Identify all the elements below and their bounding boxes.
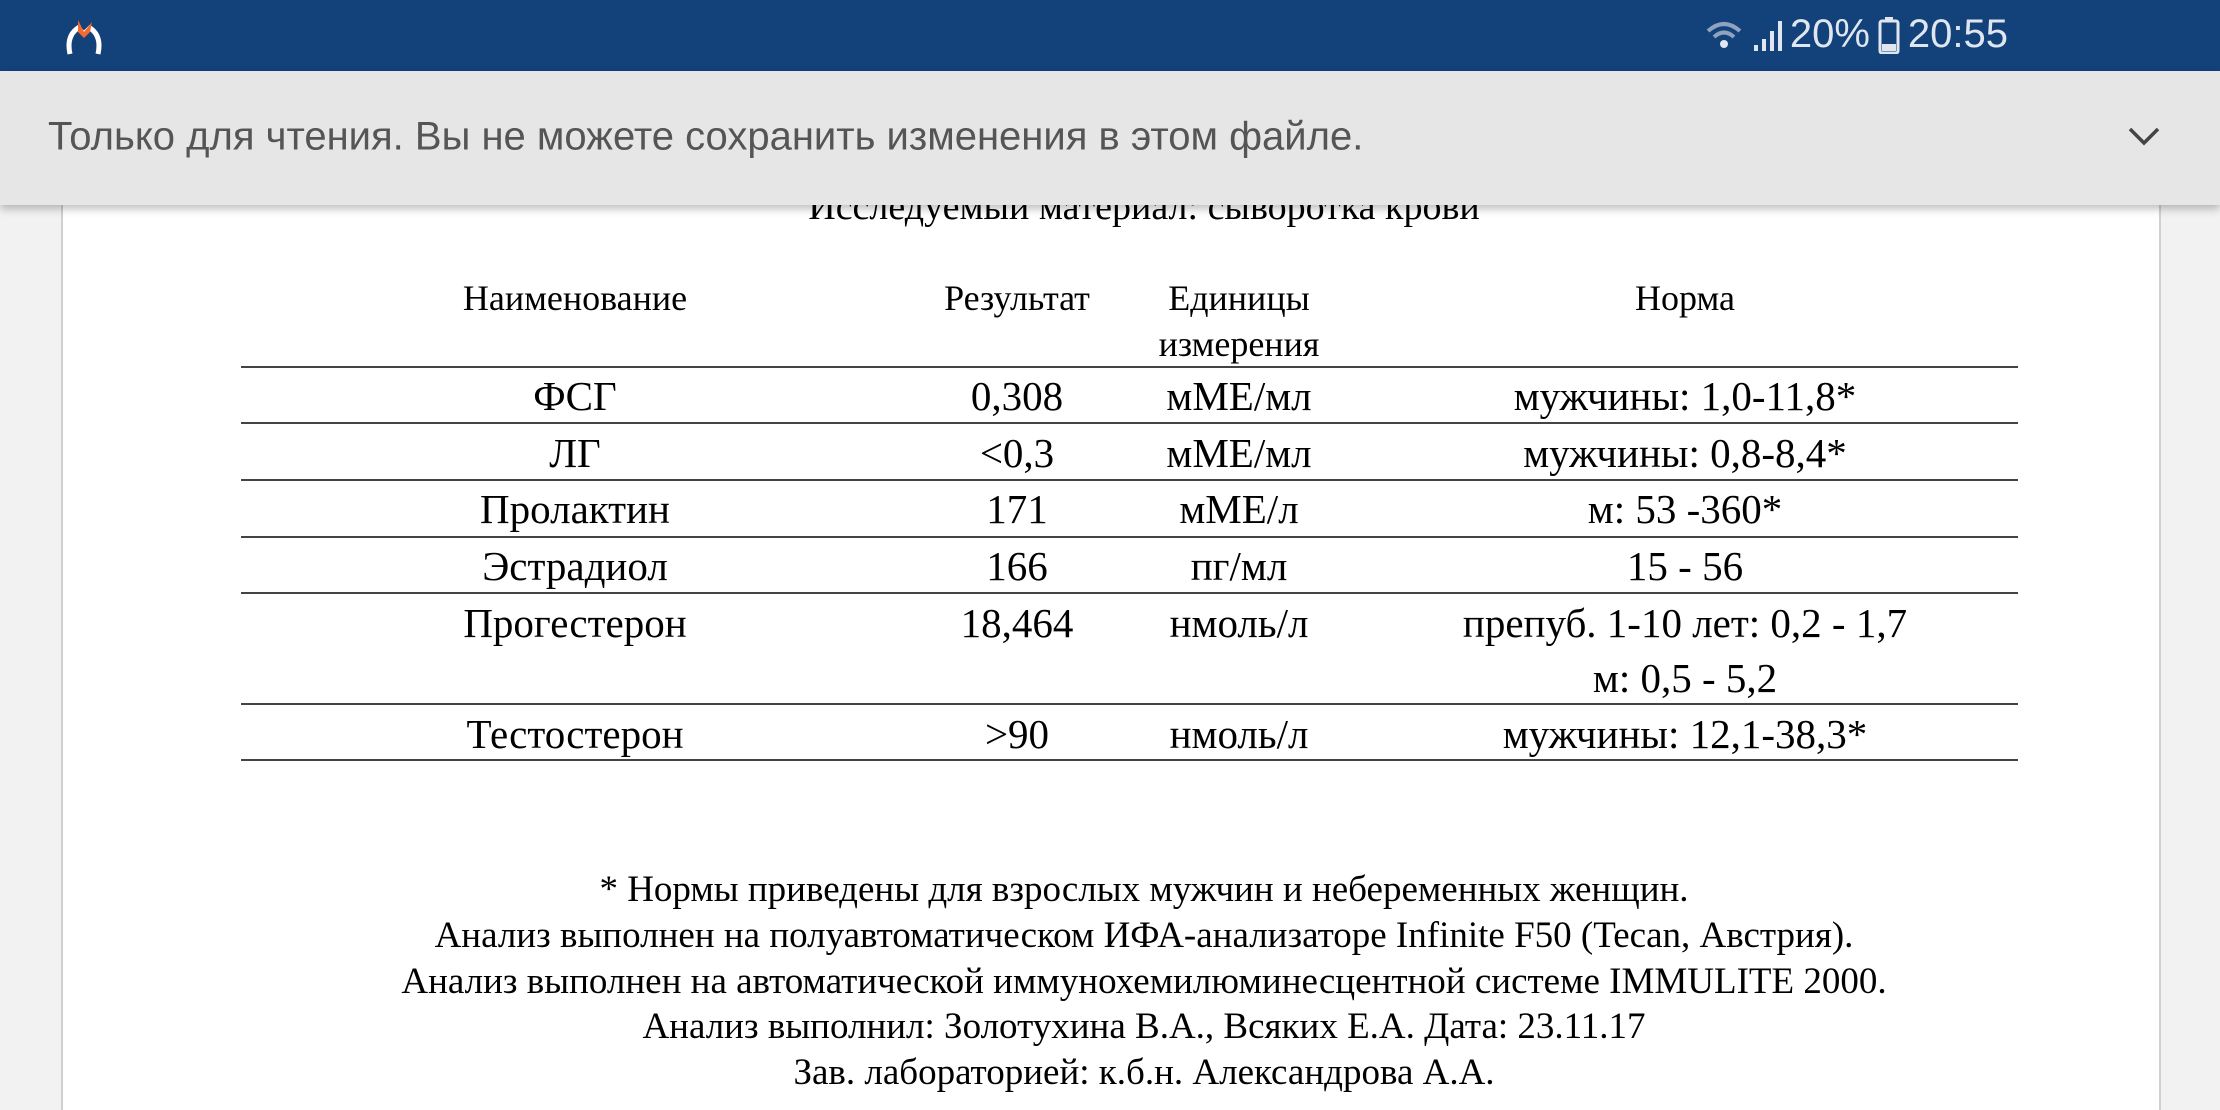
clock: 20:55: [1907, 12, 2008, 56]
row-norm: мужчины: 0,8-8,4*: [1523, 430, 1847, 476]
footnote: Анализ выполнен на полуавтоматическом ИФ…: [434, 915, 1854, 956]
header-result: Результат: [944, 278, 1090, 318]
footnote: Анализ выполнен на автоматической иммуно…: [401, 961, 1887, 1002]
row-unit: нмоль/л: [1169, 600, 1309, 646]
row-unit: пг/мл: [1190, 543, 1288, 589]
header-units: Единицы: [1168, 278, 1310, 318]
row-norm-2: м: 0,5 - 5,2: [1592, 655, 1778, 701]
row-name: ЛГ: [549, 430, 601, 476]
row-name: Эстрадиол: [482, 543, 668, 589]
table-line: [241, 703, 2018, 705]
table-line: [241, 422, 2018, 424]
row-name: ФСГ: [533, 373, 617, 419]
row-norm: 15 - 56: [1626, 543, 1744, 589]
header-units-2: измерения: [1158, 324, 1320, 364]
footnote: Анализ выполнил: Золотухина В.А., Всяких…: [642, 1006, 1646, 1047]
row-result: >90: [984, 711, 1050, 757]
row-unit: мМЕ/мл: [1166, 373, 1312, 419]
table-line: [241, 479, 2018, 481]
document-page: [61, 150, 2161, 1110]
row-norm: мужчины: 12,1-38,3*: [1502, 711, 1868, 757]
row-name: Прогестерон: [463, 600, 687, 646]
table-line: [241, 592, 2018, 594]
status-bar: 20% 20:55: [0, 0, 2220, 71]
row-norm: препуб. 1-10 лет: 0,2 - 1,7: [1462, 600, 1908, 646]
chevron-down-icon[interactable]: [2124, 115, 2164, 155]
row-norm: мужчины: 1,0-11,8*: [1513, 373, 1857, 419]
row-name: Тестостерон: [466, 711, 684, 757]
battery-percent: 20%: [1789, 12, 1870, 56]
header-name: Наименование: [462, 278, 688, 318]
battery-icon: [1878, 16, 1900, 54]
wifi-icon: [1706, 21, 1742, 48]
row-unit: мМЕ/л: [1179, 486, 1299, 532]
row-norm: м: 53 -360*: [1587, 486, 1783, 532]
signal-icon: [1753, 20, 1782, 51]
row-unit: нмоль/л: [1169, 711, 1309, 757]
row-result: <0,3: [979, 430, 1055, 476]
row-name: Пролактин: [480, 486, 670, 532]
footnote: Зав. лабораторией: к.б.н. Александрова А…: [793, 1052, 1495, 1093]
table-line: [241, 536, 2018, 538]
read-only-banner: Только для чтения. Вы не можете сохранит…: [0, 71, 2220, 205]
app-notification-icon: [66, 20, 102, 55]
header-norm: Норма: [1635, 278, 1735, 318]
row-result: 171: [986, 486, 1048, 532]
table-line: [241, 366, 2018, 368]
row-result: 18,464: [960, 600, 1074, 646]
row-unit: мМЕ/мл: [1166, 430, 1312, 476]
footnote: * Нормы приведены для взрослых мужчин и …: [599, 869, 1689, 910]
banner-message: Только для чтения. Вы не можете сохранит…: [48, 114, 1364, 159]
row-result: 166: [986, 543, 1048, 589]
table-line: [241, 759, 2018, 761]
row-result: 0,308: [970, 373, 1064, 419]
